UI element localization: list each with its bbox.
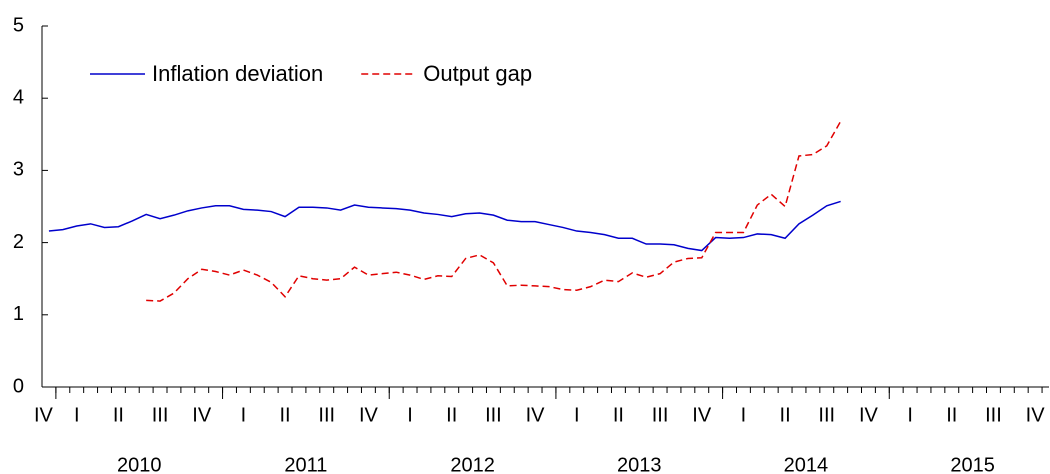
x-tick-label: III [152,404,169,426]
year-label: 2011 [284,454,327,474]
legend-label: Output gap [423,61,532,86]
year-label: 2014 [784,454,829,474]
x-tick-label: II [613,404,624,426]
x-tick-label: IV [526,404,546,426]
y-tick-label: 4 [13,86,24,108]
x-tick-label: IV [859,404,879,426]
y-tick-label: 3 [13,159,24,181]
x-tick-label: I [907,404,913,426]
x-tick-label: III [318,404,335,426]
x-tick-label: II [280,404,291,426]
y-tick-label: 2 [13,231,24,253]
x-tick-label: IV [34,404,54,426]
series-line [48,200,841,252]
x-tick-label: I [574,404,580,426]
year-label: 2012 [450,454,495,474]
x-tick-label: I [241,404,247,426]
series-line [146,120,842,302]
x-tick-label: IV [359,404,379,426]
x-tick-label: III [652,404,669,426]
year-label: 2010 [117,454,162,474]
x-tick-label: I [407,404,413,426]
x-tick-label: II [780,404,791,426]
year-label: 2013 [617,454,662,474]
x-tick-label: II [446,404,457,426]
x-tick-label: III [985,404,1002,426]
x-tick-label: IV [1026,404,1046,426]
x-tick-label: I [741,404,747,426]
x-tick-label: III [818,404,835,426]
y-tick-label: 5 [13,14,24,36]
x-tick-label: IV [692,404,712,426]
x-tick-label: IV [192,404,212,426]
y-tick-label: 1 [13,303,24,325]
legend-label: Inflation deviation [152,61,323,86]
x-tick-label: I [74,404,80,426]
x-tick-label: II [946,404,957,426]
x-tick-label: III [485,404,502,426]
year-label: 2015 [950,454,995,474]
x-tick-label: II [113,404,124,426]
y-tick-label: 0 [13,375,24,397]
